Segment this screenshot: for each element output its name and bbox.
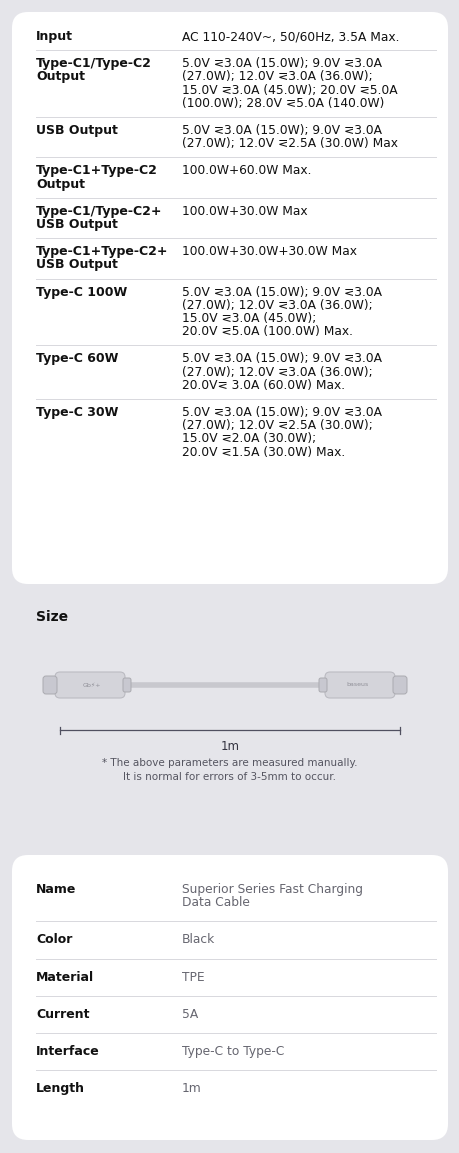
Text: 5.0V ⋜3.0A (15.0W); 9.0V ⋜3.0A: 5.0V ⋜3.0A (15.0W); 9.0V ⋜3.0A [182,286,381,299]
Text: Gb⚡+: Gb⚡+ [83,683,101,687]
Text: Type-C to Type-C: Type-C to Type-C [182,1045,284,1058]
Text: Current: Current [36,1008,90,1020]
Text: Color: Color [36,934,72,947]
Text: USB Output: USB Output [36,125,118,137]
FancyBboxPatch shape [318,678,326,692]
Text: Type-C 100W: Type-C 100W [36,286,127,299]
FancyBboxPatch shape [123,678,131,692]
Text: 5.0V ⋜3.0A (15.0W); 9.0V ⋜3.0A: 5.0V ⋜3.0A (15.0W); 9.0V ⋜3.0A [182,406,381,419]
Text: 15.0V ⋜3.0A (45.0W); 20.0V ⋜5.0A: 15.0V ⋜3.0A (45.0W); 20.0V ⋜5.0A [182,84,397,97]
Text: Black: Black [182,934,215,947]
Text: AC 110-240V~, 50/60Hz, 3.5A Max.: AC 110-240V~, 50/60Hz, 3.5A Max. [182,30,398,43]
Text: TPE: TPE [182,971,204,984]
Text: 15.0V ⋜2.0A (30.0W);: 15.0V ⋜2.0A (30.0W); [182,432,315,445]
FancyBboxPatch shape [12,856,447,1140]
Text: Type-C1/Type-C2: Type-C1/Type-C2 [36,58,151,70]
Text: Material: Material [36,971,94,984]
Text: 15.0V ⋜3.0A (45.0W);: 15.0V ⋜3.0A (45.0W); [182,312,316,325]
Text: 20.0V⋜ 3.0A (60.0W) Max.: 20.0V⋜ 3.0A (60.0W) Max. [182,379,344,392]
Text: 1m: 1m [182,1083,202,1095]
FancyBboxPatch shape [12,12,447,585]
Text: (27.0W); 12.0V ⋜3.0A (36.0W);: (27.0W); 12.0V ⋜3.0A (36.0W); [182,70,372,83]
Text: It is normal for errors of 3-5mm to occur.: It is normal for errors of 3-5mm to occu… [123,773,336,782]
Text: 100.0W+60.0W Max.: 100.0W+60.0W Max. [182,165,311,178]
Text: 5A: 5A [182,1008,198,1020]
FancyBboxPatch shape [55,672,125,698]
Text: Name: Name [36,883,76,896]
Text: 100.0W+30.0W+30.0W Max: 100.0W+30.0W+30.0W Max [182,246,356,258]
Text: 5.0V ⋜3.0A (15.0W); 9.0V ⋜3.0A: 5.0V ⋜3.0A (15.0W); 9.0V ⋜3.0A [182,125,381,137]
Text: Length: Length [36,1083,85,1095]
Text: 1m: 1m [220,740,239,753]
Text: USB Output: USB Output [36,258,118,271]
FancyBboxPatch shape [43,676,57,694]
Text: Type-C 30W: Type-C 30W [36,406,118,419]
Text: Type-C 60W: Type-C 60W [36,353,118,366]
Text: Data Cable: Data Cable [182,896,249,910]
Text: 100.0W+30.0W Max: 100.0W+30.0W Max [182,205,307,218]
FancyBboxPatch shape [325,672,394,698]
Text: Input: Input [36,30,73,43]
Text: Output: Output [36,178,85,190]
Text: USB Output: USB Output [36,218,118,231]
Text: Type-C1+Type-C2+: Type-C1+Type-C2+ [36,246,168,258]
Text: Type-C1+Type-C2: Type-C1+Type-C2 [36,165,157,178]
Text: 20.0V ⋜1.5A (30.0W) Max.: 20.0V ⋜1.5A (30.0W) Max. [182,445,345,459]
Text: 5.0V ⋜3.0A (15.0W); 9.0V ⋜3.0A: 5.0V ⋜3.0A (15.0W); 9.0V ⋜3.0A [182,353,381,366]
Text: baseus: baseus [346,683,368,687]
Text: (27.0W); 12.0V ⋜3.0A (36.0W);: (27.0W); 12.0V ⋜3.0A (36.0W); [182,366,372,378]
Text: (27.0W); 12.0V ⋜3.0A (36.0W);: (27.0W); 12.0V ⋜3.0A (36.0W); [182,299,372,311]
Text: (27.0W); 12.0V ⋜2.5A (30.0W) Max: (27.0W); 12.0V ⋜2.5A (30.0W) Max [182,137,397,150]
Text: Interface: Interface [36,1045,100,1058]
Text: Output: Output [36,70,85,83]
Text: 5.0V ⋜3.0A (15.0W); 9.0V ⋜3.0A: 5.0V ⋜3.0A (15.0W); 9.0V ⋜3.0A [182,58,381,70]
Text: (27.0W); 12.0V ⋜2.5A (30.0W);: (27.0W); 12.0V ⋜2.5A (30.0W); [182,420,372,432]
Text: Superior Series Fast Charging: Superior Series Fast Charging [182,883,362,896]
FancyBboxPatch shape [392,676,406,694]
Text: (100.0W); 28.0V ⋜5.0A (140.0W): (100.0W); 28.0V ⋜5.0A (140.0W) [182,97,384,110]
Text: Type-C1/Type-C2+: Type-C1/Type-C2+ [36,205,162,218]
Text: * The above parameters are measured manually.: * The above parameters are measured manu… [102,758,357,768]
Text: 20.0V ⋜5.0A (100.0W) Max.: 20.0V ⋜5.0A (100.0W) Max. [182,325,352,338]
Text: Size: Size [36,610,68,624]
